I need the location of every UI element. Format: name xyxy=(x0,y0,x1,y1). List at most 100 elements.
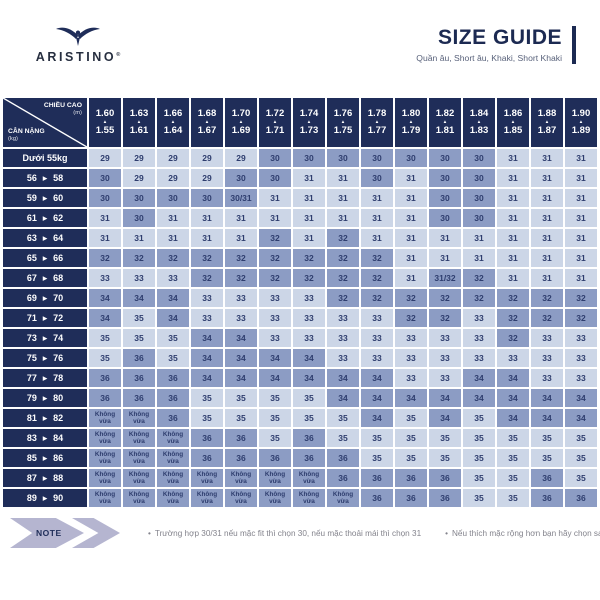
size-cell: 32 xyxy=(89,249,121,267)
size-cell: 31 xyxy=(565,229,597,247)
range-triangle-icon: ▶ xyxy=(42,416,48,422)
size-cell: 34 xyxy=(327,369,359,387)
height-column-header: 1.60 ▲ 1.55 xyxy=(89,98,121,147)
size-cell: 35 xyxy=(157,329,189,347)
size-cell: 34 xyxy=(497,389,529,407)
height-column-header: 1.72 ▲ 1.71 xyxy=(259,98,291,147)
no-fit-cell: Không vừa xyxy=(89,469,121,487)
table-row: 61 ▶ 62 31 30 31 31 31 31 31 31 31 31 30 30 31 31 31 xyxy=(3,209,597,227)
up-triangle-icon: ▲ xyxy=(170,119,176,125)
no-fit-cell: Không vừa xyxy=(225,489,257,507)
size-cell: 36 xyxy=(225,429,257,447)
weight-row-label: 63 ▶ 64 xyxy=(3,229,87,247)
size-cell: 36 xyxy=(123,349,155,367)
size-cell: 32 xyxy=(259,249,291,267)
no-fit-cell: Không vừa xyxy=(191,489,223,507)
size-cell: 36 xyxy=(191,449,223,467)
size-cell: 35 xyxy=(259,389,291,407)
size-cell: 31 xyxy=(361,209,393,227)
weight-row-label: 87 ▶ 88 xyxy=(3,469,87,487)
range-triangle-icon: ▶ xyxy=(42,296,48,302)
size-cell: 35 xyxy=(157,349,189,367)
size-cell: 30 xyxy=(463,209,495,227)
aristino-logo: ARISTINO® xyxy=(30,26,126,64)
size-cell: 35 xyxy=(497,429,529,447)
size-cell: 35 xyxy=(225,389,257,407)
size-cell: 34 xyxy=(293,349,325,367)
size-cell: 35 xyxy=(293,409,325,427)
size-cell: 34 xyxy=(89,309,121,327)
no-fit-cell: Không vừa xyxy=(293,489,325,507)
size-cell: 31 xyxy=(565,209,597,227)
size-cell: 32 xyxy=(327,229,359,247)
size-cell: 29 xyxy=(225,149,257,167)
size-cell: 33 xyxy=(293,329,325,347)
no-fit-cell: Không vừa xyxy=(157,429,189,447)
height-column-header: 1.74 ▲ 1.73 xyxy=(293,98,325,147)
size-cell: 35 xyxy=(429,429,461,447)
size-cell: 30 xyxy=(191,189,223,207)
size-cell: 31 xyxy=(259,209,291,227)
size-cell: 34 xyxy=(361,389,393,407)
page-title: SIZE GUIDE xyxy=(437,26,562,50)
size-cell: 36 xyxy=(395,489,427,507)
weight-row-label: 59 ▶ 60 xyxy=(3,189,87,207)
size-cell: 29 xyxy=(157,149,189,167)
range-triangle-icon: ▶ xyxy=(42,396,48,402)
size-cell: 32 xyxy=(191,269,223,287)
size-cell: 32 xyxy=(259,229,291,247)
weight-row-label: 56 ▶ 58 xyxy=(3,169,87,187)
size-cell: 31 xyxy=(293,229,325,247)
size-cell: 33 xyxy=(395,329,427,347)
size-cell: 33 xyxy=(259,329,291,347)
size-cell: 31 xyxy=(293,169,325,187)
size-cell: 31 xyxy=(361,189,393,207)
table-row: 59 ▶ 60 30 30 30 30 30/31 31 31 31 31 31 30 30 31 31 31 xyxy=(3,189,597,207)
size-cell: 34 xyxy=(565,409,597,427)
size-cell: 36 xyxy=(293,429,325,447)
size-cell: 35 xyxy=(123,309,155,327)
height-column-header: 1.80 ▲ 1.79 xyxy=(395,98,427,147)
diagonal-divider xyxy=(3,98,87,147)
size-cell: 31 xyxy=(497,169,529,187)
size-cell: 31 xyxy=(429,249,461,267)
size-cell: 33 xyxy=(89,269,121,287)
size-cell: 31 xyxy=(327,209,359,227)
table-row: 83 ▶ 84 Không vừa Không vừa Không vừa 36 36 35 36… xyxy=(3,429,597,447)
size-cell: 35 xyxy=(191,389,223,407)
up-triangle-icon: ▲ xyxy=(408,119,414,125)
size-cell: 32 xyxy=(361,269,393,287)
size-cell: 33 xyxy=(259,309,291,327)
size-cell: 31 xyxy=(191,229,223,247)
weight-row-label: 83 ▶ 84 xyxy=(3,429,87,447)
size-cell: 35 xyxy=(463,449,495,467)
size-cell: 31 xyxy=(531,269,563,287)
size-cell: 31 xyxy=(531,209,563,227)
size-cell: 34 xyxy=(123,289,155,307)
brand-name: ARISTINO® xyxy=(35,50,121,64)
size-cell: 30 xyxy=(463,169,495,187)
note-chevron-icon: NOTE xyxy=(10,518,128,548)
size-cell: 35 xyxy=(463,469,495,487)
note-item: • Trường hợp 30/31 nếu mặc fit thì chọn 3… xyxy=(148,528,422,538)
weight-row-label: 89 ▶ 90 xyxy=(3,489,87,507)
size-cell: 33 xyxy=(395,349,427,367)
size-cell: 33 xyxy=(463,349,495,367)
no-fit-cell: Không vừa xyxy=(89,489,121,507)
size-cell: 31 xyxy=(123,229,155,247)
page-header: ARISTINO® SIZE GUIDE Quần âu, Short âu, … xyxy=(0,0,600,90)
size-cell: 34 xyxy=(157,289,189,307)
height-column-header: 1.63 ▲ 1.61 xyxy=(123,98,155,147)
size-cell: 31 xyxy=(497,189,529,207)
size-cell: 33 xyxy=(157,269,189,287)
size-cell: 32 xyxy=(565,309,597,327)
table-row: 63 ▶ 64 31 31 31 31 31 32 31 32 31 31 31 31 31 31 31 xyxy=(3,229,597,247)
size-cell: 31 xyxy=(565,169,597,187)
size-cell: 36 xyxy=(89,369,121,387)
size-cell: 34 xyxy=(497,369,529,387)
size-cell: 31 xyxy=(225,209,257,227)
size-cell: 35 xyxy=(361,449,393,467)
size-cell: 31 xyxy=(565,149,597,167)
size-cell: 33 xyxy=(531,349,563,367)
table-row: 75 ▶ 76 35 36 35 34 34 34 34 33 33 33 33 33 33 33 33 xyxy=(3,349,597,367)
